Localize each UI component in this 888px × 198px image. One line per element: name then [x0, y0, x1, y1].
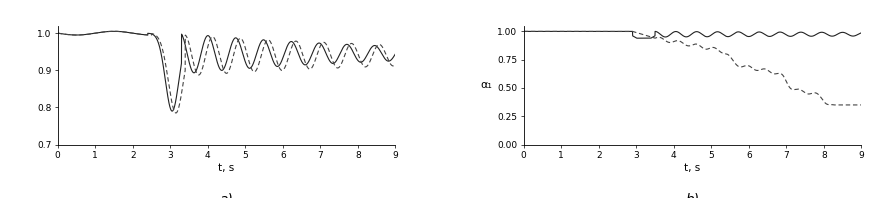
X-axis label: t, s: t, s	[218, 163, 234, 173]
Text: a): a)	[219, 192, 234, 198]
X-axis label: t, s: t, s	[685, 163, 701, 173]
Y-axis label: α₁: α₁	[480, 80, 492, 90]
Text: b): b)	[686, 192, 700, 198]
